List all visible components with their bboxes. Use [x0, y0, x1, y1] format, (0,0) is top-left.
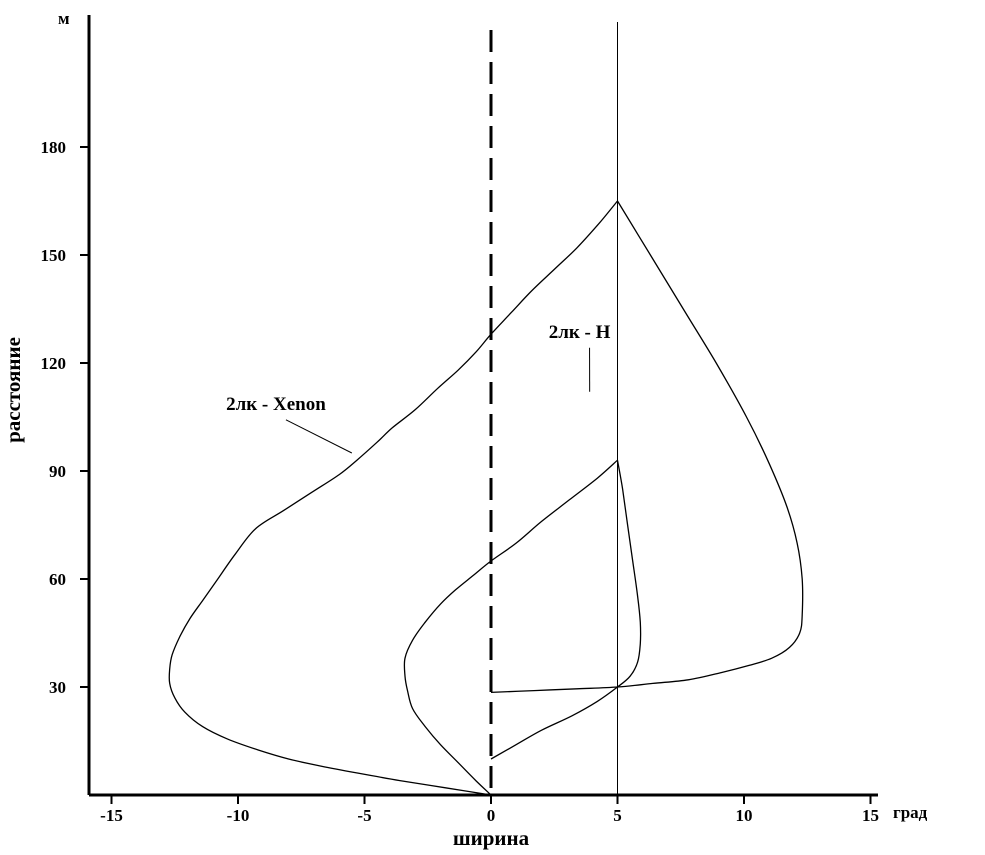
- y-tick-label: 150: [41, 246, 67, 265]
- series-curve-2: [490, 200, 804, 694]
- y-tick-label: 30: [49, 678, 66, 697]
- series-curve-0: [168, 200, 618, 796]
- tick-layer: 30 60 90 120 150 180 -15 -10 -5 0 5 10 15: [41, 138, 880, 825]
- reference-lines: [489, 22, 618, 795]
- x-unit-label: град: [893, 803, 928, 822]
- y-axis-title: расстояние: [1, 337, 25, 443]
- x-tick-label: -5: [357, 806, 371, 825]
- x-tick-label: -15: [100, 806, 123, 825]
- annotation-layer: 2лк - Xenon 2лк - H: [226, 322, 611, 454]
- curve-label-0: 2лк - Xenon: [226, 394, 326, 415]
- x-tick-label: 5: [613, 806, 622, 825]
- y-tick-label: 180: [41, 138, 67, 157]
- series-layer: [168, 200, 804, 796]
- curve-label-1: 2лк - H: [549, 322, 611, 343]
- y-tick-label: 90: [49, 462, 66, 481]
- curve-leader-line-0: [285, 419, 353, 454]
- series-curve-3: [490, 460, 642, 760]
- x-tick-label: -10: [227, 806, 250, 825]
- series-curve-1: [403, 459, 618, 796]
- x-tick-label: 10: [736, 806, 753, 825]
- y-tick-label: 120: [41, 354, 67, 373]
- x-tick-label: 15: [862, 806, 879, 825]
- y-unit-label: м: [58, 9, 70, 28]
- x-axis-title: ширина: [453, 826, 530, 850]
- axes: [87, 15, 878, 797]
- y-tick-label: 60: [49, 570, 66, 589]
- x-tick-label: 0: [487, 806, 496, 825]
